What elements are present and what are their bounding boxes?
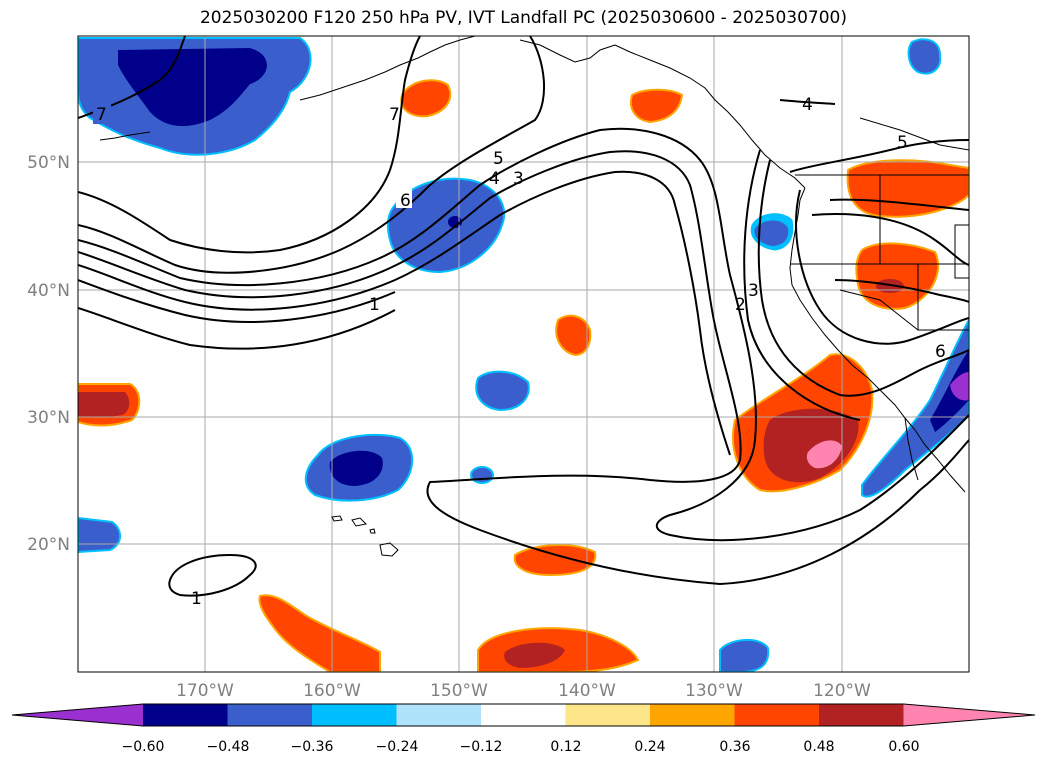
colorbar-segment <box>819 704 904 726</box>
lat-label: 50°N <box>27 153 70 173</box>
contour-label: 4 <box>802 95 813 115</box>
colorbar-segment <box>396 704 482 726</box>
colorbar-extend-min <box>12 704 143 726</box>
colorbar <box>11 703 1036 727</box>
negative-core <box>118 48 267 127</box>
map-title: 2025030200 F120 250 hPa PV, IVT Landfall… <box>199 8 847 28</box>
contour-label: 5 <box>897 133 908 153</box>
contour-label: 7 <box>389 105 400 125</box>
colorbar-segment <box>481 704 566 726</box>
colorbar-tick-label: −0.60 <box>122 739 165 755</box>
colorbar-segment <box>143 704 228 726</box>
contour-label: 6 <box>400 191 411 211</box>
colorbar-tick-label: 0.48 <box>803 739 834 755</box>
negative-region <box>907 38 942 75</box>
colorbar-tick-label: 0.36 <box>719 739 750 755</box>
negative-region <box>386 177 506 274</box>
colorbar-tick-label: 0.60 <box>888 739 919 755</box>
colorbar-segment <box>227 704 313 726</box>
lon-label: 170°W <box>176 681 234 701</box>
lon-label: 150°W <box>430 681 488 701</box>
contour-lines <box>78 36 969 597</box>
negative-core <box>329 450 383 486</box>
positive-core <box>763 408 859 483</box>
latitude-labels: 50°N 40°N 30°N 20°N <box>27 153 70 555</box>
colorbar-tick-label: −0.36 <box>291 739 334 755</box>
colorbar-tick-label: −0.24 <box>376 739 419 755</box>
lat-label: 20°N <box>27 535 70 555</box>
longitude-labels: 170°W 160°W 150°W 140°W 130°W 120°W <box>176 681 871 701</box>
colorbar-segment <box>734 704 820 726</box>
negative-region <box>719 639 770 672</box>
colorbar-segment <box>565 704 651 726</box>
contour-label: 7 <box>96 105 107 125</box>
negative-core <box>930 350 969 432</box>
colorbar-segment <box>650 704 735 726</box>
contour-label: 6 <box>935 342 946 362</box>
coastlines <box>99 36 969 557</box>
colorbar-tick-label: 0.24 <box>634 739 665 755</box>
contour-label: 4 <box>489 169 500 189</box>
positive-region <box>258 594 381 672</box>
negative-extreme <box>950 372 969 401</box>
lon-label: 160°W <box>303 681 361 701</box>
negative-region <box>78 516 121 554</box>
positive-peak <box>806 440 842 469</box>
contour-label: 2 <box>735 295 746 315</box>
contour-label: 3 <box>513 169 524 189</box>
contour-label: 3 <box>748 281 759 301</box>
contour-labels: 7 6 5 4 3 1 4 5 3 2 7 6 1 <box>93 95 946 609</box>
lon-label: 120°W <box>813 681 871 701</box>
contour-label: 1 <box>369 295 380 315</box>
positive-core <box>504 642 565 668</box>
positive-region <box>846 159 969 218</box>
lat-label: 40°N <box>27 281 70 301</box>
negative-region <box>470 466 494 484</box>
negative-region <box>754 220 789 246</box>
colorbar-tick-label: −0.48 <box>207 739 250 755</box>
lon-label: 130°W <box>685 681 743 701</box>
colorbar-segment <box>312 704 397 726</box>
contour-label: 5 <box>493 149 504 169</box>
filled-anomaly-regions <box>78 37 969 672</box>
contour-label: 1 <box>191 589 202 609</box>
plot-frame <box>77 35 970 673</box>
colorbar-tick-label: 0.12 <box>550 739 581 755</box>
negative-region <box>475 370 530 412</box>
colorbar-extend-max <box>903 704 1035 726</box>
colorbar-ticks: −0.60 −0.48 −0.36 −0.24 −0.12 0.12 0.24 … <box>122 739 920 755</box>
positive-region <box>513 543 597 577</box>
lon-label: 140°W <box>558 681 616 701</box>
colorbar-outline <box>11 703 1036 727</box>
positive-region <box>630 88 684 124</box>
positive-region <box>400 79 452 118</box>
colorbar-tick-label: −0.12 <box>460 739 503 755</box>
lat-label: 30°N <box>27 408 70 428</box>
positive-core <box>78 392 130 418</box>
